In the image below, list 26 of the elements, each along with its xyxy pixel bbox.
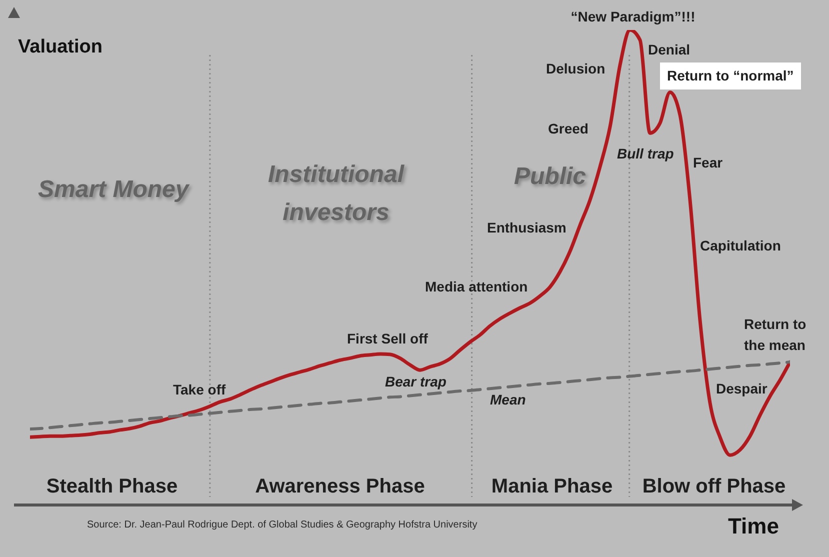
annotation: Capitulation <box>700 236 781 256</box>
annotation: Despair <box>716 380 768 398</box>
text: “New Paradigm”!!! <box>570 8 696 26</box>
annotation: Blow off Phase <box>642 476 786 498</box>
annotation: Bull trap <box>617 144 674 164</box>
annotation: Mania Phase <box>491 476 613 498</box>
annotation: Awareness Phase <box>255 476 425 498</box>
annotation: Stealth Phase <box>46 476 178 498</box>
y-axis-title: Valuation <box>18 36 102 58</box>
annotation: Denial <box>648 40 690 60</box>
annotation: Take off <box>173 380 226 400</box>
x-axis-title: Time <box>728 514 779 538</box>
annotation: Public <box>514 162 586 192</box>
annotation: Greed <box>548 120 588 138</box>
annotation: Delusion <box>546 60 606 78</box>
annotation: Return to the mean <box>744 315 808 355</box>
annotation: Fear <box>693 154 723 172</box>
annotation: Bear trap <box>385 372 446 392</box>
annotation: First Sell off <box>347 330 428 348</box>
annotation: Institutional investors <box>267 160 406 228</box>
annotation: Smart Money <box>38 175 189 205</box>
annotation: Enthusiasm <box>487 218 566 238</box>
source-note: Source: Dr. Jean-Paul Rodrigue Dept. of Global Studies & Geography Hofstra University <box>87 518 478 532</box>
annotation: Return to “normal” <box>660 62 801 90</box>
series-label: Mean <box>490 390 526 410</box>
annotation: Media attention <box>425 278 528 296</box>
